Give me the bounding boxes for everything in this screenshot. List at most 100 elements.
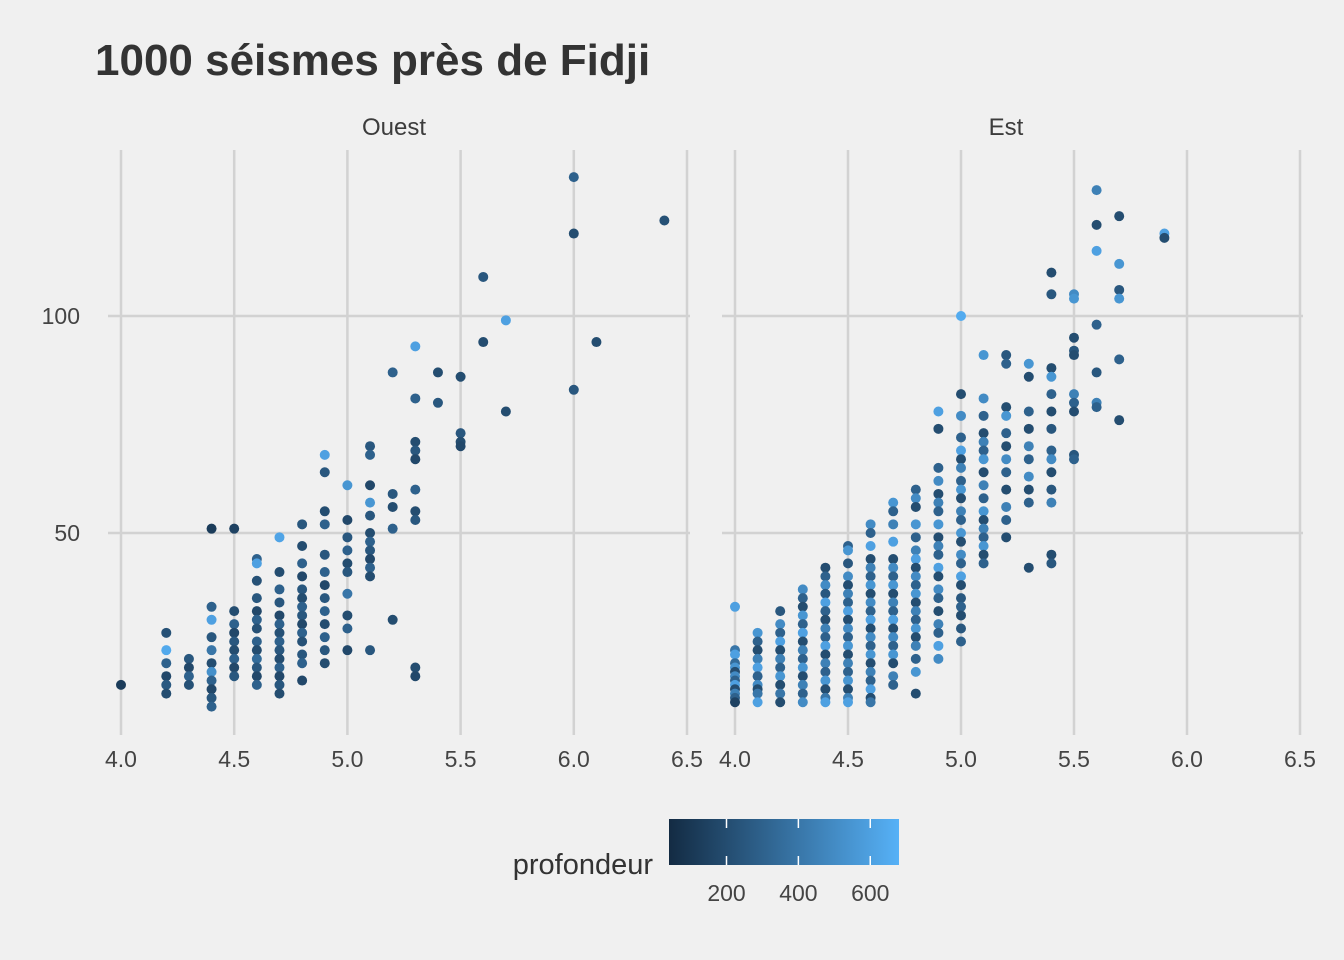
scatter-point (365, 536, 376, 547)
scatter-point (775, 606, 786, 617)
scatter-point (956, 623, 966, 634)
scatter-point (1091, 219, 1102, 230)
scatter-point (978, 410, 989, 421)
scatter-point (1069, 406, 1079, 417)
scatter-point (978, 480, 989, 491)
scatter-point (775, 619, 786, 630)
scatter-point (410, 484, 421, 495)
scatter-point (865, 614, 876, 625)
scatter-point (251, 558, 262, 569)
scatter-point (274, 653, 285, 664)
scatter-point (1001, 467, 1012, 478)
scatter-point (888, 658, 899, 669)
scatter-point (319, 467, 330, 478)
scatter-point (387, 501, 398, 512)
scatter-point (319, 549, 330, 560)
scatter-point (387, 367, 398, 378)
scatter-point (297, 541, 308, 552)
scatter-point (365, 645, 376, 656)
scatter-point (978, 532, 989, 543)
scatter-point (843, 623, 853, 634)
scatter-point (297, 571, 308, 582)
scatter-point (1023, 471, 1034, 482)
legend-tick-label: 600 (851, 880, 889, 906)
facet-panels: 4.0 4.5 5.0 5.5 6.0 6.5 50 100 Ouest 4.0 4.5 5.0 5.5… (42, 114, 1316, 772)
scatter-point (910, 545, 921, 556)
scatter-point (843, 675, 853, 686)
scatter-point (910, 519, 921, 530)
scatter-point (775, 653, 786, 664)
scatter-point (319, 593, 330, 604)
scatter-point (410, 671, 421, 682)
scatter-point (797, 653, 808, 664)
scatter-point (1001, 532, 1012, 543)
scatter-point (1114, 293, 1125, 304)
scatter-point (910, 580, 921, 591)
scatter-point (1046, 406, 1057, 417)
scatter-point (1114, 415, 1125, 426)
scatter-point (933, 584, 944, 595)
scatter-point (843, 649, 853, 660)
scatter-point (206, 658, 217, 669)
scatter-point (410, 506, 421, 517)
scatter-point (229, 662, 240, 673)
scatter-point (888, 554, 899, 565)
scatter-point (797, 610, 808, 621)
scatter-point (342, 645, 353, 656)
scatter-point (1023, 423, 1034, 434)
scatter-point (274, 688, 285, 699)
scatter-point (797, 636, 808, 647)
scatter-point (365, 441, 376, 452)
scatter-point (820, 597, 831, 608)
scatter-point (730, 697, 740, 708)
scatter-point (978, 445, 989, 456)
scatter-point (410, 436, 421, 447)
scatter-point (297, 593, 308, 604)
scatter-point (116, 679, 126, 690)
scatter-point (274, 671, 285, 682)
scatter-point (978, 350, 989, 361)
scatter-point (910, 606, 921, 617)
scatter-point (888, 588, 899, 599)
scatter-point (229, 523, 240, 534)
scatter-point (1069, 293, 1079, 304)
scatter-point (183, 653, 194, 664)
scatter-point (888, 614, 899, 625)
scatter-point (229, 653, 240, 664)
scatter-point (956, 389, 966, 400)
scatter-point (1001, 501, 1012, 512)
scatter-point (274, 645, 285, 656)
scatter-point (229, 636, 240, 647)
scatter-point (956, 506, 966, 517)
scatter-point (888, 562, 899, 573)
y-tick-label: 50 (54, 520, 80, 546)
scatter-point (1091, 319, 1102, 330)
scatter-point (342, 623, 353, 634)
scatter-point (365, 571, 376, 582)
x-tick-label: 6.5 (1284, 746, 1316, 772)
x-tick-label: 5.0 (945, 746, 977, 772)
scatter-point (319, 519, 330, 530)
scatter-point (365, 562, 376, 573)
scatter-point (865, 666, 876, 677)
scatter-point (888, 623, 899, 634)
scatter-point (274, 584, 285, 595)
scatter-point (319, 632, 330, 643)
scatter-point (1069, 454, 1079, 465)
scatter-point (387, 523, 398, 534)
scatter-point (865, 597, 876, 608)
scatter-point (1046, 549, 1057, 560)
scatter-point (910, 588, 921, 599)
scatter-point (342, 567, 353, 578)
x-tick-label: 6.0 (558, 746, 590, 772)
scatter-point (775, 688, 786, 699)
scatter-point (183, 671, 194, 682)
scatter-point (342, 558, 353, 569)
scatter-point (865, 675, 876, 686)
scatter-point (297, 658, 308, 669)
scatter-point (888, 606, 899, 617)
scatter-point (978, 467, 989, 478)
scatter-point (956, 514, 966, 525)
scatter-point (752, 662, 763, 673)
scatter-point (820, 632, 831, 643)
